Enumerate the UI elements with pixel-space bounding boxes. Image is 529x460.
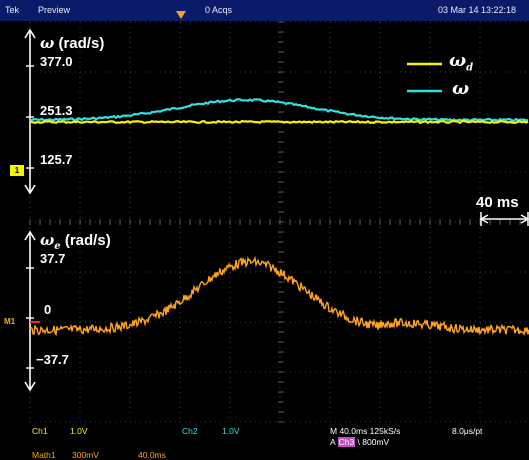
ch1-ground-marker-label: 1 <box>14 166 20 175</box>
legend-omega-d-sub: d <box>466 62 474 74</box>
legend-omega-d-symbol: ω <box>449 50 467 71</box>
legend-omega-symbol: ω <box>452 78 470 99</box>
top-tick-mid: 251.3 <box>40 103 73 118</box>
trigger-level: \ 800mV <box>357 437 390 447</box>
graticule-grid <box>29 21 529 423</box>
ch1-ground-marker[interactable]: 1 <box>10 165 24 176</box>
timebase-status[interactable]: M 40.0ms 125kS/s <box>330 426 401 436</box>
sample-interval: 8.0μs/pt <box>452 426 483 436</box>
math1-time: 40.0ms <box>138 450 166 460</box>
bottom-tick-zero: 0 <box>44 302 52 317</box>
mode-label: Preview <box>38 5 71 15</box>
top-axis-title-unit: (rad/s) <box>58 35 105 52</box>
omega-d-trace <box>29 119 529 125</box>
top-tick-max: 377.0 <box>40 54 73 69</box>
top-y-axis-arrow-up <box>24 28 36 39</box>
math1-status[interactable]: Math1 <box>32 450 56 460</box>
omega-e-trace <box>29 255 529 337</box>
bottom-axis-title: ωe (rad/s) <box>40 231 111 252</box>
ch2-status[interactable]: Ch2 <box>182 426 198 436</box>
datetime-label: 03 Mar 14 13:22:18 <box>438 5 517 15</box>
legend-lines <box>407 62 442 93</box>
acquisition-count: 0 Acqs <box>205 5 233 15</box>
top-tick-min: 125.7 <box>40 152 73 167</box>
scale-arrow-head-left <box>479 214 489 224</box>
bottom-y-axis-arrow-down <box>24 381 36 392</box>
brand-label: Tek <box>5 5 20 15</box>
time-scale-arrow <box>479 212 529 226</box>
math1-ground-marker[interactable]: M1 <box>4 317 16 326</box>
bottom-axis-title-symbol: ω <box>40 231 55 249</box>
top-y-axis-arrow-down <box>24 184 36 195</box>
ch2-scale: 1.0V <box>222 426 240 436</box>
ch1-scale: 1.0V <box>70 426 88 436</box>
legend-omega: ω <box>452 78 469 99</box>
top-axis-title-symbol: ω <box>40 34 55 52</box>
trigger-prefix: A <box>330 437 336 447</box>
time-scale-label: 40 ms <box>476 194 519 211</box>
trigger-source: Ch3 <box>337 437 356 447</box>
top-axis-title: ω (rad/s) <box>40 34 104 52</box>
omega-trace <box>29 98 529 123</box>
math1-scale: 300mV <box>72 450 99 460</box>
bottom-y-axis-arrow-up <box>24 230 36 241</box>
scale-arrow-head-right <box>520 214 529 224</box>
bottom-axis-title-sub: e <box>54 241 61 252</box>
trigger-status[interactable]: A Ch3 \ 800mV <box>330 437 389 447</box>
bottom-tick-max: 37.7 <box>40 251 66 266</box>
ch1-status[interactable]: Ch1 <box>32 426 48 436</box>
trigger-position-marker-icon <box>176 11 186 19</box>
bottom-tick-min: −37.7 <box>36 352 69 367</box>
plot-axes <box>24 28 40 392</box>
bottom-axis-title-unit: (rad/s) <box>64 232 111 249</box>
legend-omega-d: ωd <box>449 50 473 74</box>
scope-header-bar: Tek Preview 0 Acqs 03 Mar 14 13:22:18 <box>0 0 529 21</box>
